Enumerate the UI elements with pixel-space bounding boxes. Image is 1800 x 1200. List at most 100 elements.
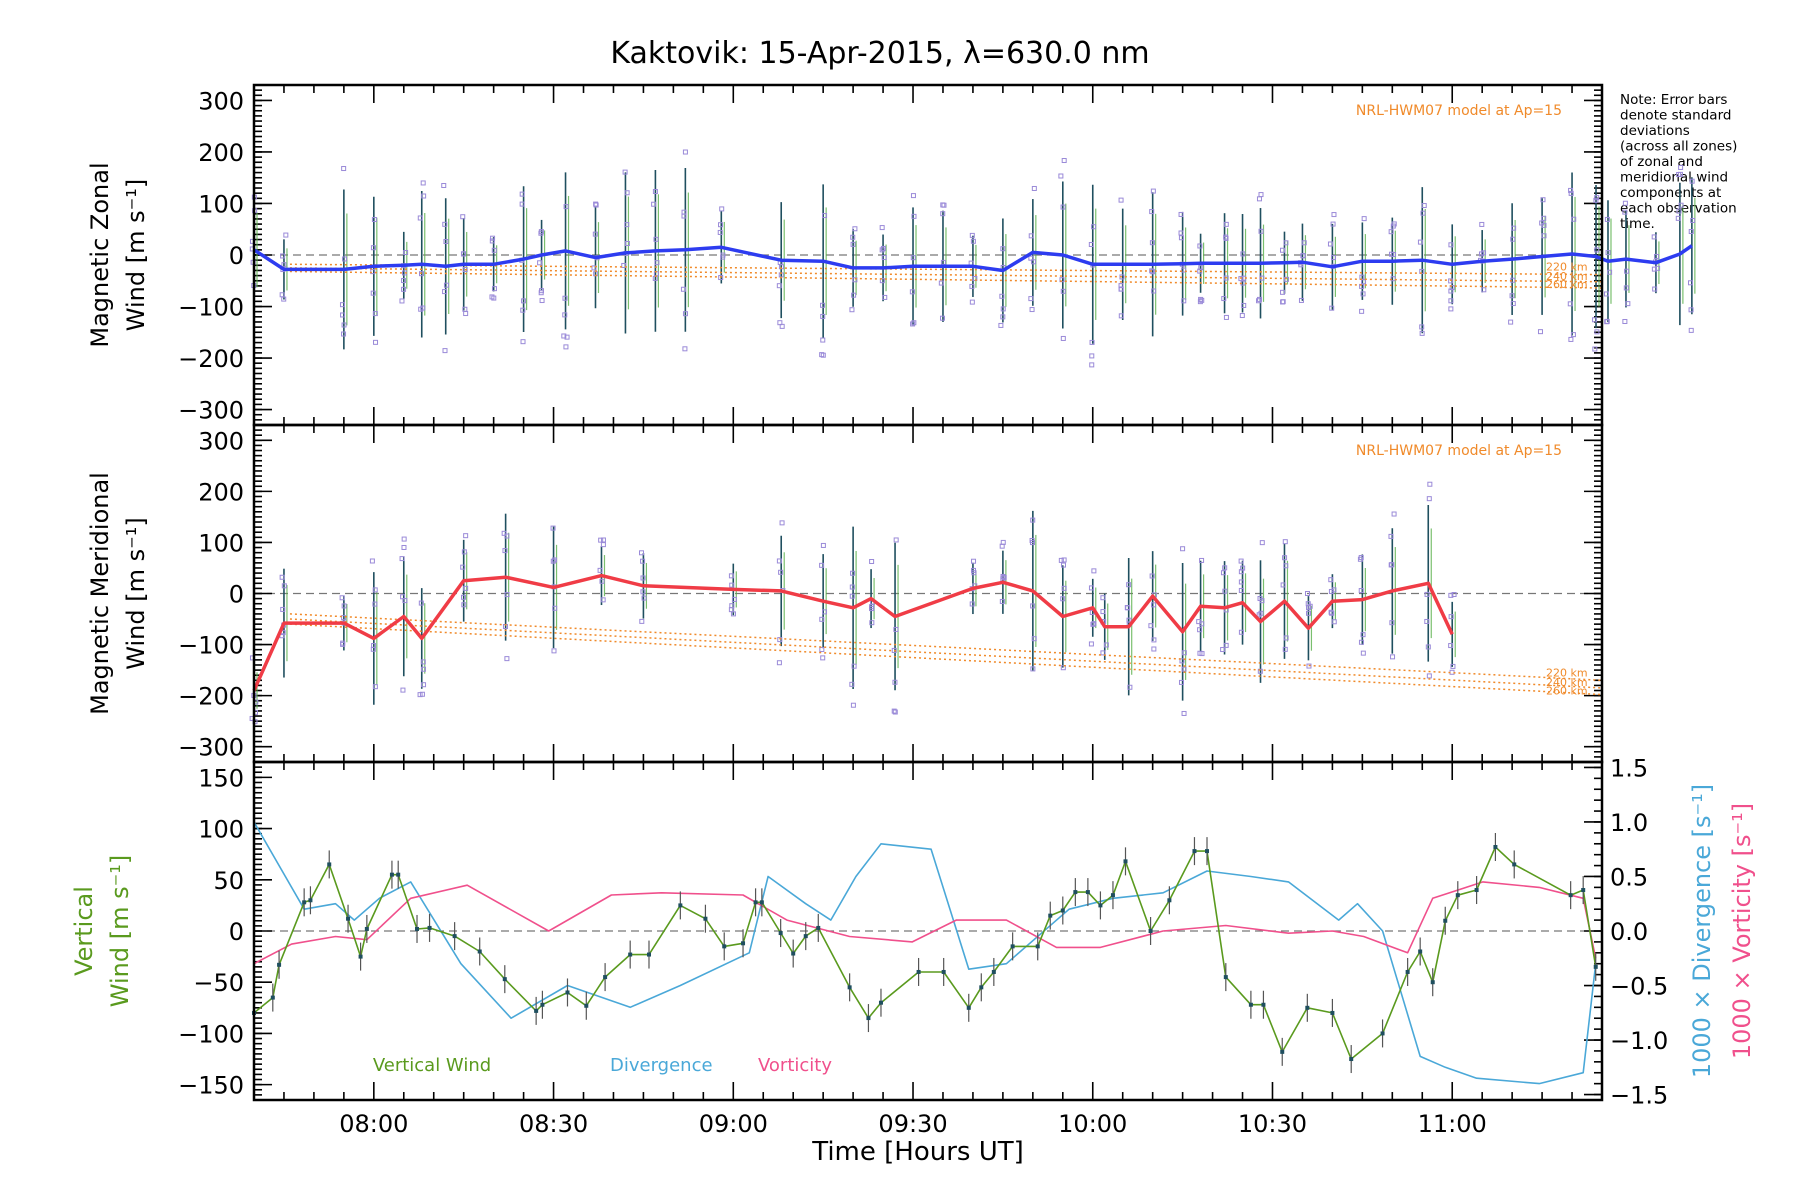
sample-square [869, 620, 875, 626]
vertical-point [1474, 888, 1479, 893]
sample-square [1651, 234, 1657, 240]
sample-square [1688, 327, 1694, 333]
sample-square [822, 609, 828, 615]
sample-square [718, 275, 724, 281]
vertical-point [1512, 862, 1517, 867]
y-tick-label: 0 [229, 581, 244, 609]
sample-square [1451, 591, 1457, 597]
sample-square [1257, 596, 1263, 602]
sample-square [624, 222, 630, 228]
legend-item: Vertical Wind [373, 1055, 491, 1076]
sample-square [1220, 570, 1226, 576]
sample-square [1331, 587, 1337, 593]
sample-square [519, 191, 525, 197]
sample-square [1197, 650, 1203, 656]
sample-square [1360, 650, 1366, 656]
sample-square [460, 214, 466, 220]
vertical-point [452, 934, 457, 939]
vertical-point [759, 900, 764, 905]
sample-square [341, 615, 347, 621]
vertical-point [847, 985, 852, 990]
y-tick-label: 0 [229, 918, 244, 946]
sample-square [910, 193, 916, 199]
sample-square [1329, 610, 1335, 616]
sample-square [370, 245, 376, 251]
x-axis-label: Time [Hours UT] [811, 1137, 1024, 1167]
y-axis-label: Wind [m s⁻¹] [122, 179, 150, 331]
sample-square [1687, 280, 1693, 286]
sample-square [1100, 609, 1106, 615]
sample-square [1282, 646, 1288, 652]
sample-square [1180, 546, 1186, 552]
sample-square [1240, 251, 1246, 257]
sample-square [1389, 620, 1395, 626]
sample-square [1031, 636, 1037, 642]
sample-square [1223, 642, 1229, 648]
altitude-label: 260 km [1546, 278, 1588, 291]
sample-square [279, 574, 285, 580]
sample-square [1149, 240, 1155, 246]
sample-square [552, 557, 558, 563]
sample-square [641, 595, 647, 601]
sample-square [820, 302, 826, 308]
sample-square [1388, 562, 1394, 568]
sample-square [550, 525, 556, 531]
sample-square [720, 252, 726, 258]
note-line: of zonal and [1620, 154, 1703, 170]
sample-square [1594, 329, 1600, 335]
vertical-point [678, 903, 683, 908]
vertical-point [1110, 893, 1115, 898]
sample-square [417, 215, 423, 221]
sample-square [491, 286, 497, 292]
sample-square [1197, 627, 1203, 633]
sample-square [1256, 196, 1262, 202]
sample-square [1331, 212, 1337, 218]
vertical-point [1581, 888, 1586, 893]
vertical-point [1493, 845, 1498, 850]
sample-square [1238, 579, 1244, 585]
sample-square [520, 307, 526, 313]
y-tick-label: 300 [198, 87, 244, 115]
sample-square [1060, 562, 1066, 568]
sample-square [1060, 665, 1066, 671]
sample-square [372, 684, 378, 690]
sample-square [1328, 577, 1334, 583]
sample-square [624, 240, 630, 246]
y2-tick-label: −1.5 [1610, 1082, 1668, 1110]
sample-square [442, 348, 448, 354]
y-tick-label: −100 [178, 1020, 244, 1048]
sample-square [1100, 650, 1106, 656]
sample-square [1126, 617, 1132, 623]
sample-square [1149, 573, 1155, 579]
vertical-point [477, 949, 482, 954]
sample-square [940, 259, 946, 265]
vertical-point [1035, 944, 1040, 949]
y-axis-label: Wind [m s⁻¹] [122, 517, 150, 669]
sample-square [371, 643, 377, 649]
sample-square [1388, 251, 1394, 257]
sample-square [1426, 496, 1432, 502]
vertical-point [1418, 949, 1423, 954]
sample-square [1088, 641, 1094, 647]
sample-square [1328, 609, 1334, 615]
vertical-point [1280, 1049, 1285, 1054]
sample-square [463, 533, 469, 539]
vertical-point [722, 944, 727, 949]
sample-square [421, 682, 427, 688]
sample-square [849, 584, 855, 590]
vertical-point [646, 952, 651, 957]
sample-square [1181, 710, 1187, 716]
sample-square [1060, 288, 1066, 294]
sample-square [538, 288, 544, 294]
vertical-point [1349, 1057, 1354, 1062]
vertical-point [1085, 890, 1090, 895]
y-tick-label: 50 [213, 867, 244, 895]
sample-square [971, 558, 977, 564]
x-tick-label: 08:00 [339, 1110, 408, 1138]
y2-tick-label: −1.0 [1610, 1027, 1668, 1055]
sample-square [1198, 265, 1204, 271]
vertical-point [415, 926, 420, 931]
vertical-point [346, 916, 351, 921]
altitude-label: 260 km [1546, 685, 1588, 698]
sample-square [939, 315, 945, 321]
